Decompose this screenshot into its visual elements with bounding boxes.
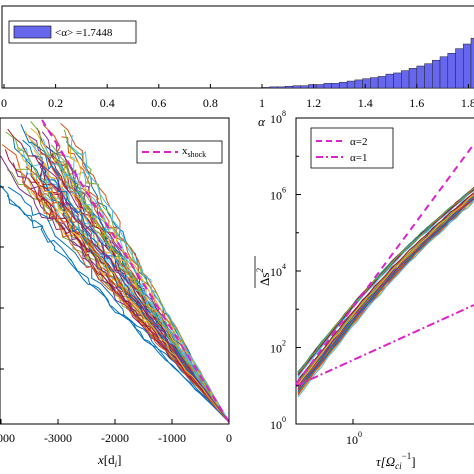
histogram-bar: [401, 70, 410, 89]
histogram-bar: [377, 76, 387, 89]
alpha1-line: [295, 304, 474, 387]
histogram-bar: [346, 80, 356, 89]
histogram-bar: [470, 37, 474, 89]
histogram-bar: [416, 65, 425, 89]
svg-text:100: 100: [346, 430, 362, 447]
trajectory-x-tick-label: -4000: [0, 431, 15, 445]
trajectory-x-tick-label: -2000: [101, 431, 129, 445]
histogram-bar: [277, 86, 286, 89]
histogram-bar: [354, 79, 363, 89]
trajectory-x-tick-label: 0: [226, 431, 232, 445]
msd-curve: [297, 198, 474, 392]
trajectory-line: [7, 186, 230, 423]
histogram-bar: [447, 53, 456, 89]
trajectory-line: [0, 155, 230, 423]
histogram-bar: [292, 85, 301, 89]
alpha2-line: [295, 143, 474, 385]
msd-y-tick-label: 106: [270, 186, 286, 203]
trajectory-legend-box: [136, 140, 223, 164]
trajectory-x-tick-label: -3000: [44, 431, 72, 445]
histogram-x-tick-label: 1.8: [461, 96, 474, 110]
svg-text:Δs2: Δs2: [255, 268, 272, 286]
histogram-bar: [455, 48, 464, 89]
msd-y-label: Δs2: [254, 256, 272, 288]
trajectory-line: [6, 194, 230, 423]
histogram-bar: [362, 78, 371, 89]
histogram-x-tick-label: 0.6: [151, 96, 166, 110]
histogram-bars: [261, 37, 474, 89]
histogram-legend-swatch: [13, 25, 52, 39]
trajectory-x-ticks: -4000 -3000 -2000 -1000 0: [0, 186, 232, 445]
msd-curve: [297, 198, 474, 395]
histogram-bar: [424, 63, 433, 89]
histogram-x-tick-label: 0.2: [48, 96, 63, 110]
histogram-bar: [462, 43, 472, 89]
histogram-bar: [308, 84, 317, 89]
trajectory-line: [35, 196, 230, 423]
histogram-axes: [1, 5, 474, 89]
histogram-x-tick-label: 1.4: [358, 96, 373, 110]
histogram-bar: [269, 86, 278, 89]
histogram-x-tick-label: 1: [259, 96, 265, 110]
histogram-x-ticks: 0 0.2 0.4 0.6 0.8 1 1.2 1.4 1.6 1.8: [1, 84, 474, 110]
msd-curve: [297, 190, 474, 378]
trajectory-line: [60, 123, 230, 423]
histogram-bar: [432, 59, 441, 89]
msd-y-tick-label: 100: [270, 415, 286, 432]
msd-y-tick-label: 104: [270, 262, 286, 279]
histogram-legend-label: <α> =1.7448: [55, 27, 113, 39]
histogram-x-tick-label: 0.8: [203, 96, 218, 110]
histogram-bar: [323, 83, 332, 89]
trajectory-legend-label: xshock: [182, 145, 206, 159]
histogram-bar: [284, 86, 294, 89]
histogram-bar: [300, 85, 309, 89]
histogram-bar: [331, 83, 340, 89]
msd-legend-label-alpha1: α=1: [350, 152, 367, 164]
histogram-panel: 0 0.2 0.4 0.6 0.8 1 1.2 1.4 1.6 1.8 <α> =1.7448 α: [1, 5, 474, 129]
histogram-bar: [385, 73, 394, 89]
msd-curve: [297, 200, 474, 398]
trajectory-line: [22, 174, 230, 423]
histogram-bar: [339, 81, 348, 89]
trajectory-lines: [0, 121, 230, 423]
msd-y-tick-label: 102: [270, 339, 286, 356]
trajectory-line: [70, 134, 230, 423]
histogram-x-tick-label: 0.4: [100, 96, 115, 110]
histogram-bar: [393, 72, 402, 89]
histogram-bar: [370, 77, 379, 89]
msd-curve: [297, 194, 474, 386]
msd-curve: [297, 200, 474, 395]
msd-legend: α=2 α=1: [310, 127, 394, 169]
msd-curve: [297, 198, 474, 394]
histogram-x-tick-label: 0: [1, 96, 7, 110]
msd-y-ticks: 100 102 104 106 108: [270, 109, 301, 432]
trajectory-line: [30, 121, 230, 423]
msd-curve: [297, 201, 474, 396]
msd-curve: [297, 197, 474, 390]
histogram-bar: [261, 87, 270, 89]
histogram-bar: [439, 56, 449, 89]
msd-y-tick-label: 108: [270, 109, 286, 126]
msd-x-tick: 100: [346, 419, 362, 447]
histogram-x-tick-label: 1.2: [306, 96, 321, 110]
msd-curve: [297, 187, 474, 374]
msd-legend-box: [310, 127, 394, 169]
histogram-bar: [315, 84, 325, 89]
msd-legend-label-alpha2: α=2: [350, 136, 367, 148]
trajectory-panel: -4000 -3000 -2000 -1000 0 xshock x[di]: [0, 117, 232, 469]
trajectory-x-label: x[di]: [97, 452, 121, 469]
msd-curve: [297, 192, 474, 381]
trajectory-x-tick-label: -1000: [158, 431, 186, 445]
histogram-legend: <α> =1.7448: [8, 20, 137, 44]
trajectory-line: [16, 146, 230, 423]
msd-lines: [297, 186, 474, 398]
alpha-axis-label: α: [258, 114, 266, 129]
trajectory-legend: xshock: [136, 140, 223, 164]
msd-x-label: τ[Ωci−1]: [376, 451, 416, 471]
trajectory-line: [33, 154, 230, 423]
histogram-x-tick-label: 1.6: [409, 96, 424, 110]
histogram-bar: [408, 68, 418, 89]
msd-panel: 100 102 104 106 108 α=2 α=1 Δs2 τ[Ωci−1] 100: [254, 109, 474, 471]
